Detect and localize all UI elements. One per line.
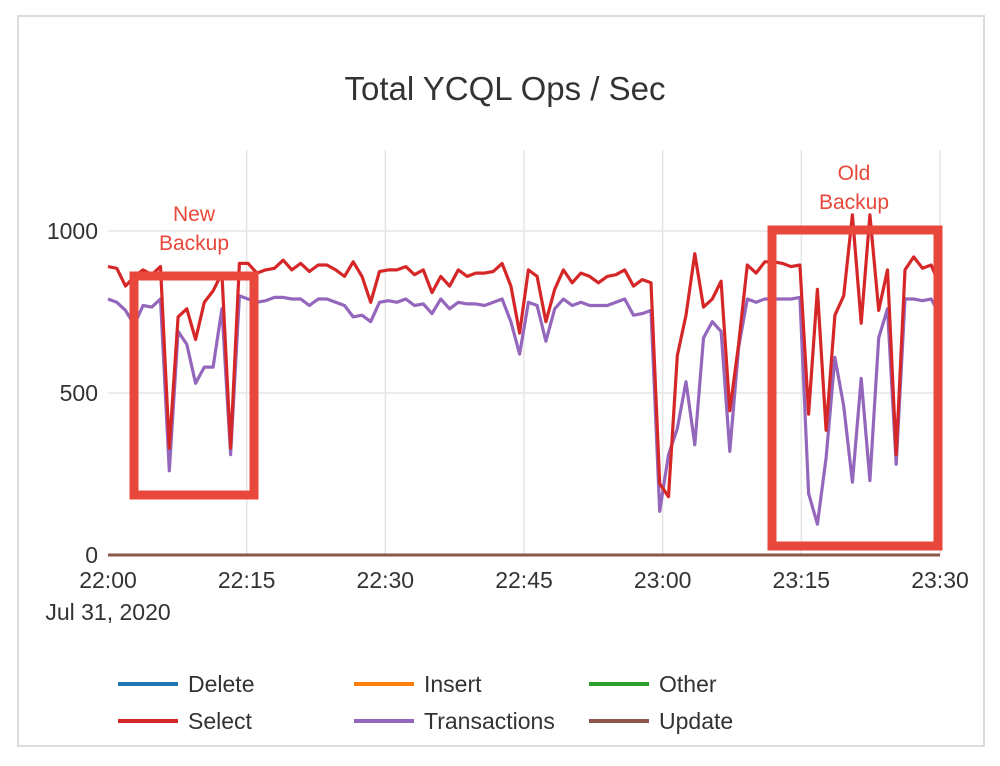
chart-title: Total YCQL Ops / Sec — [345, 70, 666, 107]
series-lines — [107, 213, 942, 526]
new-backup-box — [129, 271, 259, 500]
old-backup-box — [767, 225, 943, 551]
x-tick-label: 22:45 — [495, 567, 553, 593]
new-backup-label-line2: Backup — [159, 232, 229, 255]
series-line-select — [107, 213, 942, 499]
legend-label-delete: Delete — [188, 671, 254, 697]
y-axis-ticks: 0 500 1000 — [47, 218, 98, 568]
x-tick-label: 23:15 — [773, 567, 831, 593]
y-tick-label: 500 — [60, 380, 98, 406]
legend-label-insert: Insert — [424, 671, 482, 697]
x-axis-date-label: Jul 31, 2020 — [45, 599, 170, 625]
new-backup-label-line1: New — [173, 203, 216, 226]
y-tick-label: 1000 — [47, 218, 98, 244]
x-axis-ticks: 22:00 22:15 22:30 22:45 23:00 23:15 23:30 — [79, 567, 969, 593]
legend-label-update: Update — [659, 708, 733, 734]
old-backup-label-line2: Backup — [819, 191, 889, 214]
legend-label-other: Other — [659, 671, 717, 697]
x-tick-label: 22:00 — [79, 567, 137, 593]
series-line-transactions — [107, 294, 942, 526]
x-tick-label: 23:30 — [911, 567, 969, 593]
legend-label-select: Select — [188, 708, 253, 734]
legend: Delete Insert Other Select Transactions Updat… — [118, 671, 733, 734]
legend-label-transactions: Transactions — [424, 708, 555, 734]
x-tick-label: 23:00 — [634, 567, 692, 593]
x-tick-label: 22:30 — [357, 567, 415, 593]
y-tick-label: 0 — [85, 542, 98, 568]
x-tick-label: 22:15 — [218, 567, 276, 593]
old-backup-label-line1: Old — [838, 162, 871, 185]
